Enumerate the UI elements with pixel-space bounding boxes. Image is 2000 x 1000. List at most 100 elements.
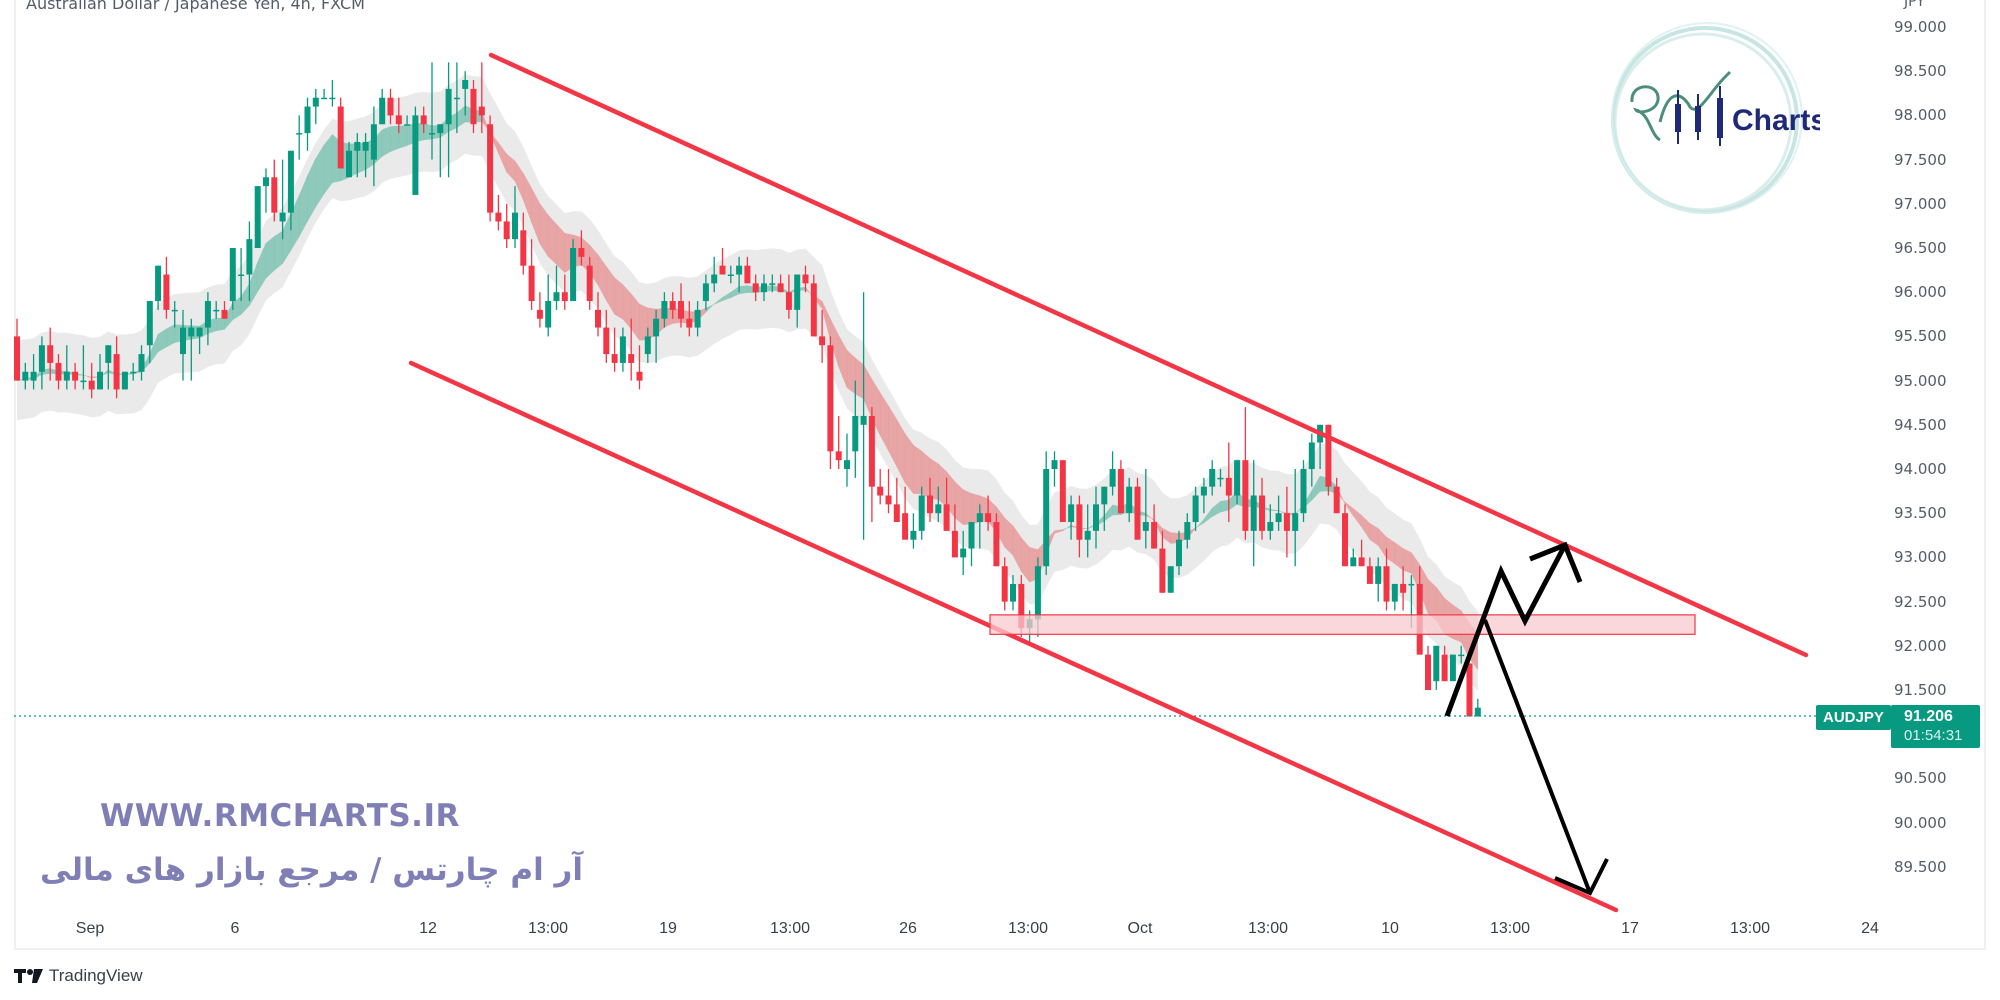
candle — [321, 97, 328, 100]
candle — [204, 301, 211, 328]
logo-icon: Charts — [1611, 22, 1827, 214]
chart-frame — [14, 0, 1986, 950]
candle — [1209, 469, 1216, 487]
candle — [445, 88, 452, 125]
candle — [868, 415, 875, 487]
candle — [1001, 566, 1008, 602]
last-price-value: 91.206 — [1904, 708, 1953, 725]
time-axis[interactable]: Sep 6 12 13:00 19 13:00 26 13:00 Oct 13:00 10 13:00… — [14, 910, 1880, 950]
candle — [752, 283, 759, 293]
candle — [503, 221, 510, 240]
candle — [1018, 583, 1025, 629]
candle — [221, 309, 228, 319]
candle — [1259, 495, 1265, 531]
price-tick: 92.500 — [1894, 592, 1947, 611]
candle — [785, 292, 792, 310]
candle — [1109, 469, 1116, 487]
candle — [885, 495, 892, 505]
candle — [1068, 504, 1075, 523]
time-label: 26 — [899, 920, 917, 937]
price-axis[interactable]: JPY 99.000 98.500 98.000 97.500 97.000 96.500… — [1880, 0, 1984, 950]
candle — [1425, 654, 1431, 690]
candle — [1458, 654, 1465, 657]
candle — [1441, 654, 1448, 682]
candle — [777, 283, 784, 293]
candle — [578, 248, 585, 257]
candle — [370, 124, 377, 160]
candle — [960, 548, 967, 558]
candle — [229, 248, 236, 302]
candle — [1192, 495, 1199, 523]
candle — [47, 345, 54, 363]
candle — [478, 106, 485, 116]
candle — [819, 336, 826, 346]
candle — [495, 212, 502, 222]
candle — [412, 115, 419, 195]
candle — [1391, 583, 1398, 602]
price-tick: 91.500 — [1894, 681, 1947, 699]
candle — [354, 141, 361, 151]
candle — [1308, 442, 1315, 469]
candle — [644, 336, 651, 355]
candle — [661, 301, 668, 319]
time-label: 17 — [1621, 920, 1639, 937]
time-label: 13:00 — [769, 920, 811, 937]
candle — [1325, 424, 1332, 487]
candle — [520, 230, 527, 266]
candle — [287, 150, 294, 213]
candle — [860, 415, 867, 425]
candle — [346, 150, 352, 178]
envelope-band — [17, 74, 1478, 692]
time-label: 13:00 — [527, 920, 569, 937]
channel-upper-line[interactable] — [488, 52, 1809, 658]
candle — [678, 301, 684, 319]
support-zone-rect[interactable] — [989, 614, 1696, 635]
candle — [1400, 583, 1407, 593]
candle — [968, 522, 975, 549]
candle — [1449, 654, 1456, 682]
price-tick: 94.000 — [1894, 460, 1947, 478]
candle — [844, 460, 850, 469]
candle — [985, 513, 992, 523]
candle — [429, 133, 435, 135]
projection-up-arrow[interactable] — [1444, 543, 1568, 717]
candle — [1433, 645, 1440, 682]
candle — [279, 212, 286, 222]
candle — [810, 283, 817, 337]
candle — [296, 133, 303, 135]
projection-down-arrow[interactable] — [1483, 619, 1592, 894]
candle — [512, 212, 518, 240]
candle — [1474, 707, 1481, 717]
channel-lower-line[interactable] — [408, 360, 1619, 913]
candle — [802, 274, 809, 284]
logo-brand-text: Charts — [1732, 104, 1820, 137]
tradingview-branding[interactable]: TradingView — [14, 965, 143, 987]
watermark-persian: آر ام چارتس / مرجع بازار های مالی — [40, 852, 583, 888]
candle — [38, 345, 45, 372]
candle — [935, 504, 942, 514]
candle — [794, 274, 801, 310]
candle — [395, 115, 402, 125]
candle — [14, 336, 20, 381]
candle — [553, 292, 560, 302]
candle — [155, 265, 162, 302]
candle — [121, 371, 128, 390]
candle — [1159, 548, 1166, 593]
time-label: 6 — [230, 920, 240, 937]
candle — [80, 380, 87, 383]
candle — [1051, 460, 1058, 469]
candle — [1101, 486, 1108, 505]
candle — [97, 371, 103, 390]
time-label: 24 — [1861, 920, 1879, 937]
candle — [1300, 469, 1307, 514]
drawings[interactable] — [408, 52, 1809, 913]
candle — [595, 309, 601, 328]
candle — [1358, 557, 1365, 567]
price-tick: 96.500 — [1894, 239, 1947, 257]
candle — [22, 371, 29, 381]
candle — [404, 124, 411, 126]
candle — [619, 336, 626, 363]
candle — [1342, 513, 1348, 567]
candle — [196, 327, 203, 337]
